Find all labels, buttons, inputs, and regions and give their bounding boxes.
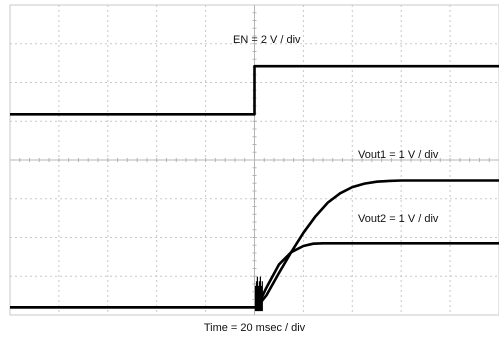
vout1-trace-label: Vout1 = 1 V / div [358,149,439,161]
vout2-trace-label: Vout2 = 1 V / div [358,213,439,225]
x-axis-label: Time = 20 msec / div [204,322,306,334]
trace-labels: EN = 2 V / div Vout1 = 1 V / div Vout2 =… [233,34,439,225]
vout1-trace [10,179,499,309]
en-trace [10,64,499,116]
traces [10,64,499,312]
graticule-border [9,4,499,316]
graticule [9,4,499,316]
en-trace-label: EN = 2 V / div [233,34,301,46]
ramp-noise [254,276,263,312]
